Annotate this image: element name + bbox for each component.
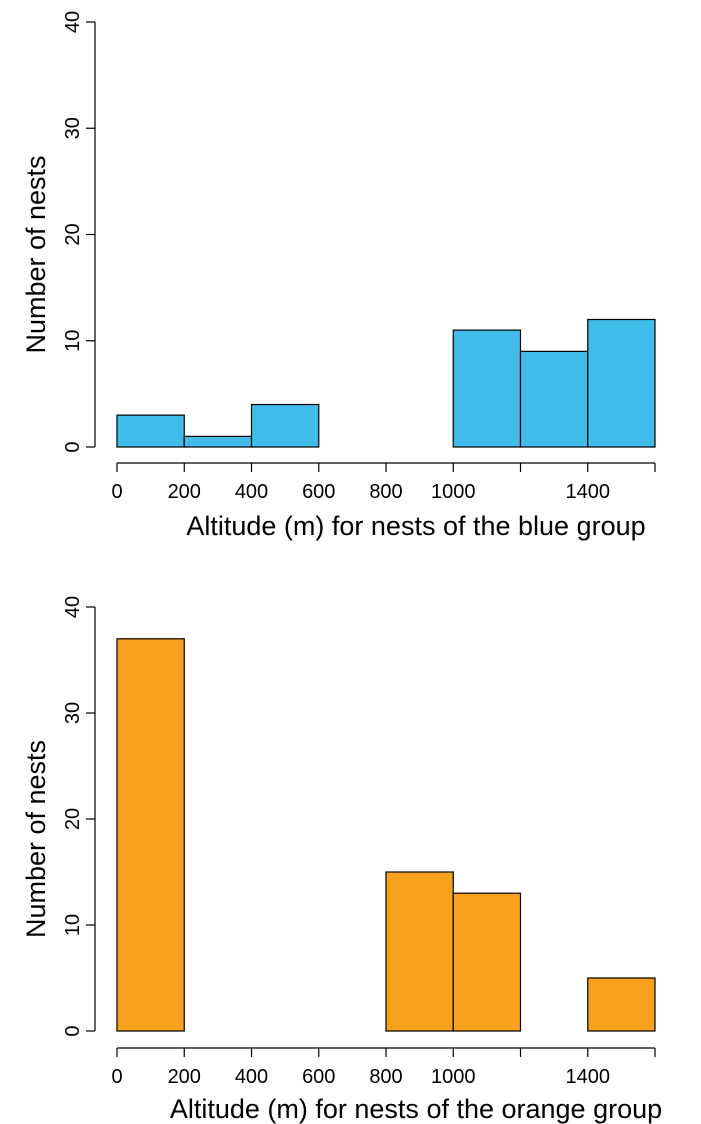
- chart2-y-tick-label: 40: [62, 596, 84, 618]
- chart2-x-tick-label: 1400: [566, 1066, 611, 1088]
- chart1-bar-7: [587, 318, 656, 448]
- chart1-x-tick-label: 1400: [566, 481, 611, 503]
- chart1-y-tick-label: 40: [62, 11, 84, 33]
- chart2-y-tick-label: 30: [62, 702, 84, 724]
- chart2-bar-4: [385, 871, 454, 1032]
- chart1-x-tick-label: 600: [302, 481, 335, 503]
- chart1-x-tick-label: 0: [111, 481, 122, 503]
- chart2-x-axis-title: Altitude (m) for nests of the orange gro…: [170, 1094, 662, 1124]
- chart1-bar-0: [116, 414, 185, 448]
- chart1-y-tick-label: 10: [62, 330, 84, 352]
- chart1-x-tick-label: 1000: [431, 481, 476, 503]
- chart2-x-tick-label: 200: [168, 1066, 201, 1088]
- chart1-bar-2: [250, 403, 320, 448]
- chart2-bar-7: [587, 977, 656, 1032]
- chart2-y-tick-label: 20: [62, 808, 84, 830]
- chart1-y-tick-label: 0: [62, 441, 84, 452]
- chart1-bar-1: [183, 435, 253, 448]
- chart1-x-tick-label: 200: [168, 481, 201, 503]
- chart2-y-tick-label: 10: [62, 914, 84, 936]
- chart2-x-tick-label: 400: [235, 1066, 268, 1088]
- chart1-x-tick-label: 400: [235, 481, 268, 503]
- chart2-y-axis-title: Number of nests: [21, 740, 51, 938]
- chart1-x-tick-label: 800: [369, 481, 402, 503]
- chart2-x-tick-label: 800: [369, 1066, 402, 1088]
- chart2-y-tick-label: 0: [62, 1025, 84, 1036]
- chart2-bar-5: [452, 892, 522, 1032]
- chart1-bar-6: [519, 350, 589, 448]
- chart1-y-axis-title: Number of nests: [21, 155, 51, 353]
- chart1-x-axis-title: Altitude (m) for nests of the blue group: [186, 511, 645, 541]
- chart2-x-tick-label: 600: [302, 1066, 335, 1088]
- chart2-bar-0: [116, 638, 185, 1032]
- chart2-x-tick-label: 0: [111, 1066, 122, 1088]
- chart1-y-tick-label: 30: [62, 117, 84, 139]
- chart1-bar-5: [452, 329, 522, 448]
- chart1-y-tick-label: 20: [62, 223, 84, 245]
- chart2-x-tick-label: 1000: [431, 1066, 476, 1088]
